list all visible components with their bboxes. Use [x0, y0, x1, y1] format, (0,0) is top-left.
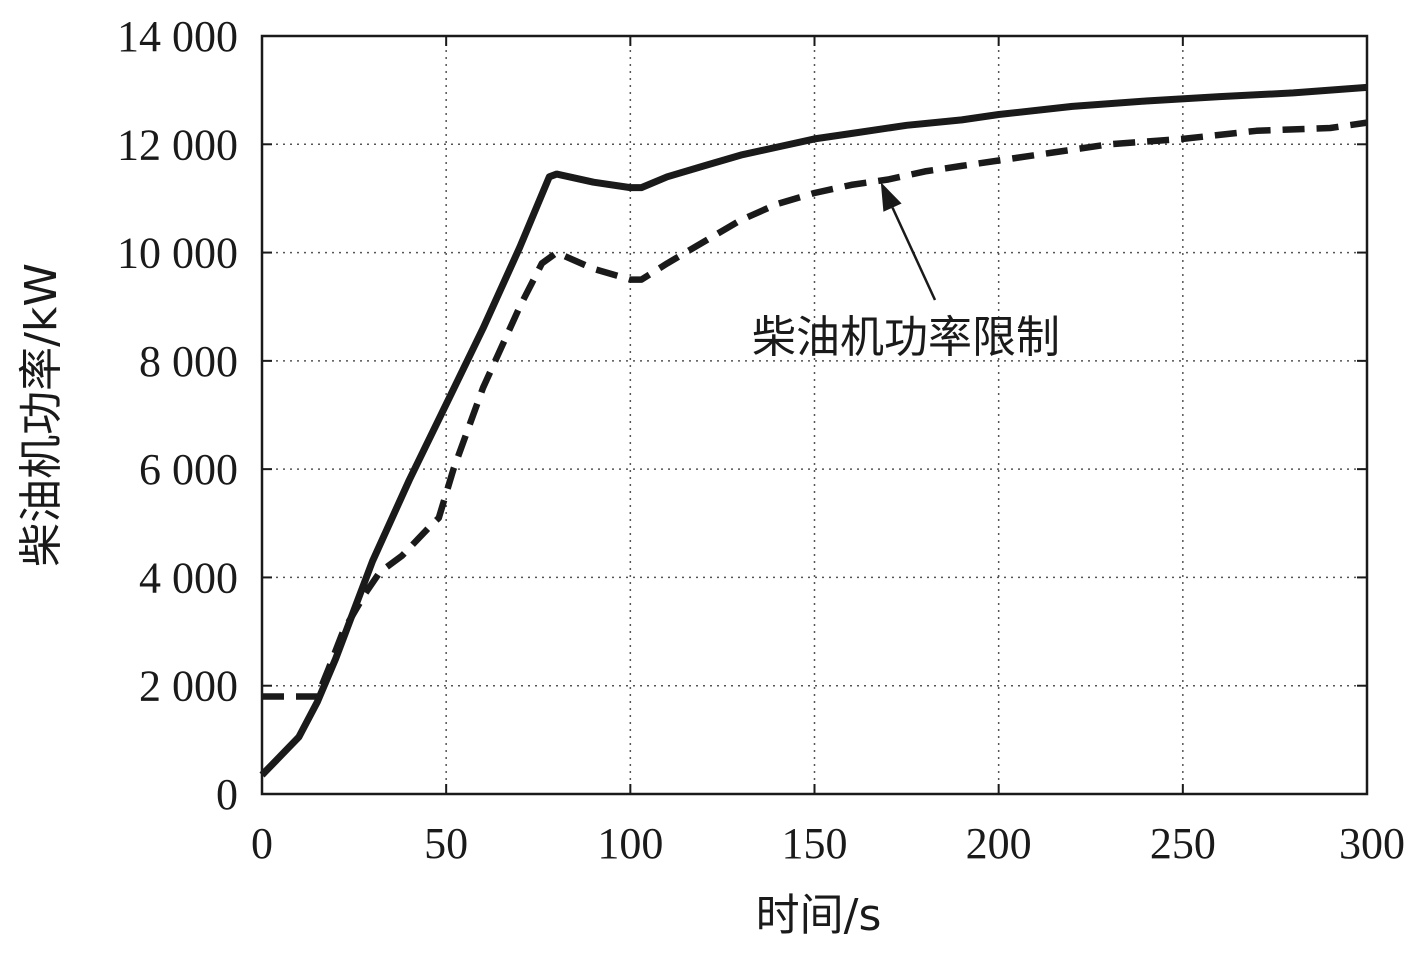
y-tick-label: 4 000	[139, 553, 238, 602]
annotation-arrow	[891, 207, 937, 301]
x-tick-label: 250	[1150, 819, 1216, 868]
y-tick-label: 8 000	[139, 337, 238, 386]
y-tick-label: 6 000	[139, 445, 238, 494]
annotation-label: 柴油机功率限制	[752, 312, 1060, 363]
y-tick-label: 14 000	[117, 12, 238, 61]
x-tick-label: 150	[782, 819, 848, 868]
x-tick-label: 200	[966, 819, 1032, 868]
y-tick-label: 0	[216, 770, 238, 819]
x-axis-title: 时间/s	[756, 890, 882, 941]
x-tick-label: 50	[424, 819, 468, 868]
dashed-series-line	[262, 119, 1368, 700]
annotation-arrow-head	[880, 182, 902, 212]
y-axis-title: 柴油机功率/kW	[16, 263, 67, 567]
y-tick-label: 12 000	[117, 120, 238, 169]
y-tick-label: 10 000	[117, 229, 238, 278]
annotation: 柴油机功率限制	[752, 182, 1060, 363]
x-tick-label: 300	[1339, 819, 1405, 868]
y-tick-label: 2 000	[139, 662, 238, 711]
plot-series	[259, 83, 1368, 778]
axis-ticks: 0 50 100 150 200 250 300 0 2 000 4 000 6 000 8 000 1…	[117, 12, 1405, 868]
x-tick-label: 0	[251, 819, 273, 868]
grid	[262, 36, 1367, 794]
x-tick-label: 100	[597, 819, 663, 868]
